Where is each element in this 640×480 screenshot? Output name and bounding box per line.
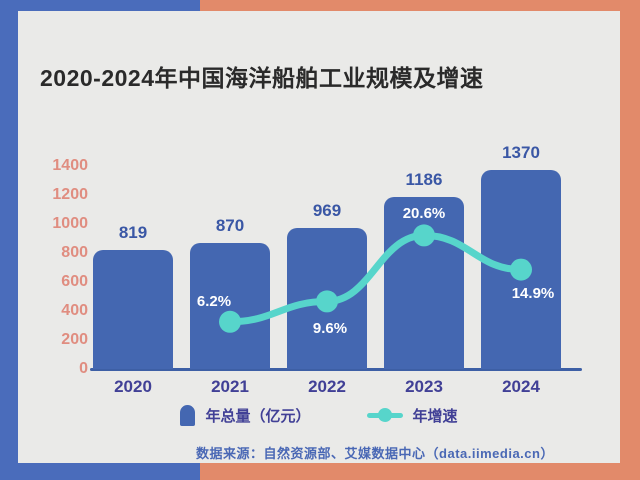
growth-value-label: 6.2% <box>196 292 232 310</box>
y-axis-tick-label: 1000 <box>52 215 88 232</box>
legend: 年总量（亿元） 年增速 <box>18 402 620 428</box>
y-axis-tick-label: 800 <box>61 244 88 261</box>
y-axis-tick-label: 1400 <box>52 157 88 174</box>
growth-value-label: 14.9% <box>511 284 555 302</box>
x-axis-label: 2020 <box>114 377 152 396</box>
legend-item-growth: 年增速 <box>366 404 458 426</box>
line-icon-dot <box>377 408 392 422</box>
bar-2020 <box>93 250 173 369</box>
y-axis-tick-label: 600 <box>61 273 88 290</box>
legend-item-total: 年总量（亿元） <box>180 404 311 426</box>
chart-area: 0 200 400 600 800 1000 1200 1400 819 2020 870 2021 9… <box>18 11 620 463</box>
bar-value-label: 819 <box>118 223 148 243</box>
growth-line <box>226 231 525 326</box>
bar-value-label: 969 <box>312 201 342 221</box>
bar-2022 <box>287 228 367 369</box>
x-axis-label: 2023 <box>405 377 443 396</box>
bar-value-label: 1370 <box>502 143 540 163</box>
y-axis-tick-label: 1200 <box>52 186 88 203</box>
y-axis-tick-label: 200 <box>61 331 88 348</box>
x-axis-label: 2022 <box>308 377 346 396</box>
growth-value-label: 20.6% <box>402 205 446 223</box>
y-axis-tick-label: 0 <box>79 360 88 377</box>
data-source-note: 数据来源：自然资源部、艾媒数据中心（data.iimedia.cn） <box>196 446 554 461</box>
y-axis-tick-label: 400 <box>61 302 88 319</box>
chart-card: 2020-2024年中国海洋船舶工业规模及增速 0 200 400 600 800 100… <box>18 11 620 463</box>
bar-2024 <box>481 170 561 369</box>
legend-bar-label: 年总量（亿元） <box>205 407 311 425</box>
bar-value-label: 870 <box>215 215 245 235</box>
line-series-icon <box>366 404 403 426</box>
page-title: 2020-2024年中国海洋船舶工业规模及增速 <box>40 65 484 91</box>
legend-line-label: 年增速 <box>412 407 458 425</box>
x-axis-line <box>90 368 582 371</box>
growth-value-label: 9.6% <box>312 320 348 338</box>
x-axis-label: 2024 <box>502 377 540 396</box>
bar-value-label: 1186 <box>405 170 443 190</box>
x-axis-label: 2021 <box>211 377 249 396</box>
bar-series-icon <box>180 404 196 426</box>
